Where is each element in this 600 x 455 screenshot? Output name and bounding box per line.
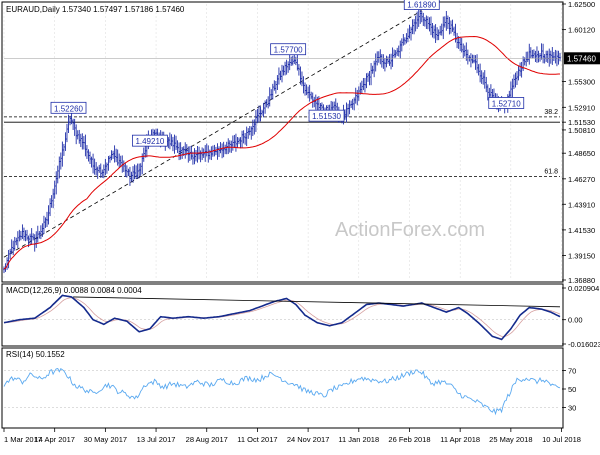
swing-label-box: [488, 97, 525, 109]
price-y-tick-label: 1.62500: [568, 0, 595, 9]
rsi-title: RSI(14) 50.1552: [6, 350, 65, 359]
rsi-y-tick-label: 30: [568, 404, 576, 413]
swing-label: 1.49210: [135, 137, 164, 146]
trendline: [3, 10, 422, 258]
price-y-tick-label: 1.48650: [568, 149, 595, 158]
gridlines: [3, 4, 562, 280]
macd-pane-border: [1, 283, 564, 347]
x-tick-label: 28 Aug 2017: [186, 435, 228, 444]
swing-label-box: [308, 109, 345, 122]
x-tick-label: 11 Oct 2017: [237, 435, 277, 444]
price-y-tick-label: 1.60120: [568, 26, 595, 35]
macd-y-axis: 0.020904 0.00 -0.016023: [562, 284, 600, 349]
swing-label-box: [403, 0, 440, 10]
price-y-tick-label: 1.55300: [568, 78, 595, 87]
macd-main-line: [3, 294, 561, 341]
current-price-badge: [564, 52, 600, 65]
x-tick-label: 10 Jul 2018: [542, 435, 581, 444]
price-bars: [3, 6, 561, 274]
price-y-tick-label: 1.46270: [568, 175, 595, 184]
rsi-y-tick-label: 70: [568, 367, 576, 376]
price-y-tick-label: 1.51530: [568, 118, 595, 127]
x-tick-label: 25 May 2018: [489, 435, 532, 444]
price-y-tick-label: 1.50810: [568, 126, 595, 135]
x-tick-label: 24 Nov 2017: [287, 435, 330, 444]
x-tick-label: 11 Jan 2018: [338, 435, 379, 444]
x-tick-label: 13 Jul 2017: [137, 435, 176, 444]
fib-level-label: 38.2: [544, 109, 558, 116]
x-tick-label: 1 Mar 2017: [4, 435, 42, 444]
x-tick-label: 14 Apr 2017: [34, 435, 74, 444]
swing-label: 1.57700: [274, 46, 303, 55]
macd-title: MACD(12,26,9) 0.0088 0.0084 0.0004: [6, 286, 142, 295]
watermark: ActionForex.com: [335, 219, 485, 241]
x-tick-label: 26 Feb 2018: [388, 435, 430, 444]
moving-average-line: [3, 35, 560, 270]
rsi-y-tick-label: 50: [568, 385, 576, 394]
swing-label: 1.52710: [492, 99, 521, 108]
price-y-axis: 1.62500 1.60120 1.57460 1.55300 1.52910 1.515…: [4, 0, 600, 285]
macd-trendline: [73, 296, 561, 308]
swing-label: 1.52260: [54, 104, 83, 113]
swing-label: 1.61890: [407, 1, 436, 10]
macd-y-tick-label: 0.020904: [568, 284, 599, 293]
fib-level-label: 61.8: [544, 168, 558, 175]
macd-y-tick-label: 0.00: [568, 316, 583, 325]
current-price-label: 1.57460: [567, 54, 596, 63]
price-title: EURAUD,Daily 1.57340 1.57497 1.57186 1.5…: [6, 5, 185, 14]
macd-y-tick-label: -0.016023: [568, 340, 600, 349]
swing-label-box: [50, 101, 87, 114]
swing-label: 1.51530: [312, 112, 341, 121]
x-tick-label: 11 Apr 2018: [440, 435, 480, 444]
horizontal-levels: 38.2 61.8: [4, 109, 560, 177]
price-y-tick-label: 1.43910: [568, 200, 595, 209]
price-y-tick-label: 1.41530: [568, 226, 595, 235]
rsi-y-axis: 70 50 30: [562, 367, 576, 413]
price-y-tick-label: 1.36880: [568, 276, 595, 285]
price-y-tick-label: 1.52910: [568, 103, 595, 112]
x-tick-label: 30 May 2017: [84, 435, 127, 444]
price-y-tick-label: 1.39150: [568, 252, 595, 261]
swing-label-box: [132, 134, 168, 147]
swing-labels: 1.52260 1.49210 1.57700 1.51530 1.61890 1.527…: [50, 0, 525, 147]
price-trendline: [3, 10, 422, 258]
rsi-line: [3, 367, 561, 416]
price-pane-border: [1, 1, 564, 283]
rsi-pane-border: [1, 347, 564, 429]
macd-lines: [3, 294, 561, 341]
swing-label-box: [270, 43, 307, 56]
rsi-path: [3, 367, 561, 416]
moving-average: [3, 35, 560, 270]
